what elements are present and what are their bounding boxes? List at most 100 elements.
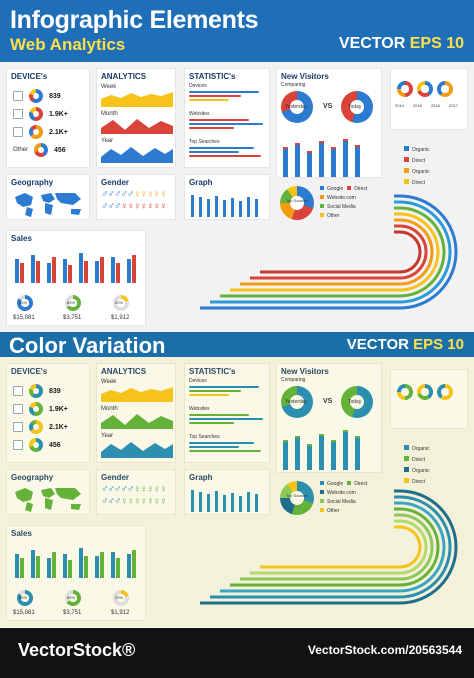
graph-bars <box>191 490 258 512</box>
legend-item: Organic <box>404 168 430 175</box>
top-sources-legend: Google Direct Website.com Social Media O… <box>320 186 400 219</box>
sales-percent: 85% <box>19 300 28 305</box>
stat-bar <box>189 155 261 157</box>
area-chart-week <box>101 387 173 402</box>
legend-item: Organic <box>404 467 430 474</box>
year-label: 2014 <box>395 103 404 108</box>
sales-percent-ring <box>65 590 81 606</box>
legend-right: Organic Direct Organic Direct <box>404 445 430 485</box>
stat-bar <box>189 147 254 149</box>
top-sources-label: Top Sources <box>286 198 309 203</box>
statistics-title: STATISTIC's <box>189 72 236 81</box>
area-chart-year <box>101 147 173 163</box>
device-donut <box>29 402 43 416</box>
statistics-title: STATISTIC's <box>189 367 236 376</box>
stat-bar <box>189 119 249 121</box>
gender-people-icons: ♂♂♂♂♂♀♀♀♀♀ ♂♂♂♀♀♀♀♀♀♀ <box>101 484 167 507</box>
geography-card: Geography <box>6 174 90 220</box>
graph-card: Graph <box>184 469 270 515</box>
badge-vector: VECTOR <box>346 336 409 353</box>
stat-devices-label: Devices <box>189 378 207 384</box>
analytics-card: ANALYTICS Week Month Year <box>96 363 176 463</box>
stat-bar <box>189 91 259 93</box>
sales-card: Sales 85% $15,081 65% $3,751 20% $1,912 <box>6 230 146 326</box>
desktop-icon <box>13 91 23 101</box>
sales-percent: 65% <box>67 595 76 600</box>
yesterday-donut <box>281 91 313 123</box>
device-other-label: Other <box>13 147 29 153</box>
sales-percent-ring <box>65 295 81 311</box>
device-row: Other 456 <box>13 143 66 157</box>
devices-card: DEVICE's 839 1.9K+ 2.1K+ Other 456 <box>6 68 90 168</box>
graph-bars <box>191 195 258 217</box>
rainbow-bars-arc <box>200 194 458 310</box>
visitors-card: New Visitors Comparing Yesterday VS Toda… <box>276 68 382 178</box>
geography-title: Geography <box>11 178 54 187</box>
area-chart-year <box>101 442 173 458</box>
analytics-week-label: Week <box>101 84 117 90</box>
year-label: 2017 <box>449 103 458 108</box>
year-donut <box>397 384 413 400</box>
year-donut <box>417 81 433 97</box>
statistics-card: STATISTIC's Devices Websites Top Searche… <box>184 363 270 463</box>
today-donut <box>341 386 373 418</box>
visitors-bar-chart <box>283 139 360 177</box>
badge-eps: EPS 10 <box>413 336 464 353</box>
footer-brand[interactable]: VectorStock® <box>18 640 136 660</box>
analytics-year-label: Year <box>101 433 114 439</box>
today-label: Today <box>348 104 362 110</box>
analytics-week-label: Week <box>101 379 117 385</box>
section-color-variation: DEVICE's 839 1.9K+ 2.1K+ 456 ANALYTICS W… <box>0 357 474 627</box>
vector-badge-2: VECTOR EPS 10 <box>347 336 464 353</box>
device-value: 839 <box>49 387 61 395</box>
stat-bar <box>189 414 249 416</box>
footer-bar <box>0 628 474 678</box>
stat-bar <box>189 418 263 420</box>
devices-card: DEVICE's 839 1.9K+ 2.1K+ 456 <box>6 363 90 463</box>
stat-searches-label: Top Searches <box>189 139 220 145</box>
top-sources-donut <box>280 481 314 515</box>
stat-bar <box>189 442 254 444</box>
sales-amount: $3,751 <box>63 315 82 321</box>
sales-percent-ring <box>113 295 129 311</box>
phone-icon <box>13 440 23 450</box>
vs-label: VS <box>323 103 333 110</box>
sales-title: Sales <box>11 234 32 243</box>
stat-bar <box>189 123 263 125</box>
yearly-donuts-card: 2014 2015 2016 2017 <box>390 68 468 130</box>
device-value: 1.9K+ <box>49 405 68 413</box>
device-value: 456 <box>49 441 61 449</box>
visitors-sub: Comparing <box>281 82 306 88</box>
stat-searches-label: Top Searches <box>189 434 220 440</box>
device-donut <box>29 438 43 452</box>
analytics-card: ANALYTICS Week Month Year <box>96 68 176 168</box>
visitors-bar-chart <box>283 430 360 470</box>
visitors-card: New Visitors Comparing Yesterday VS Toda… <box>276 363 382 473</box>
geography-card: Geography <box>6 469 90 515</box>
sales-percent-ring <box>17 295 33 311</box>
color-variation-title: Color Variation <box>9 333 166 358</box>
gender-card: Gender ♂♂♂♂♂♀♀♀♀♀ ♂♂♂♀♀♀♀♀♀♀ <box>96 174 176 220</box>
sales-percent-ring <box>17 590 33 606</box>
gender-people-icons: ♂♂♂♂♂♀♀♀♀♀ ♂♂♂♀♀♀♀♀♀♀ <box>101 189 167 212</box>
device-row: 839 <box>13 89 61 103</box>
footer-image-id[interactable]: VectorStock.com/20563544 <box>307 643 462 657</box>
device-row: 456 <box>13 438 61 452</box>
tablet-icon <box>13 422 23 432</box>
sales-card: Sales 85% $15,081 65% $3,751 20% $1,912 <box>6 525 146 621</box>
device-value: 456 <box>54 146 66 154</box>
year-label: 2016 <box>431 103 440 108</box>
device-donut <box>29 89 43 103</box>
stat-devices-label: Devices <box>189 83 207 89</box>
device-row: 2.1K+ <box>13 420 68 434</box>
today-label: Today <box>348 399 362 405</box>
year-label: 2015 <box>413 103 422 108</box>
badge-eps: EPS 10 <box>409 35 464 52</box>
top-banner <box>0 0 474 62</box>
statistics-card: STATISTIC's Devices Websites Top Searche… <box>184 68 270 168</box>
top-sources-legend: Google Direct Website.com Social Media O… <box>320 481 400 514</box>
sales-title: Sales <box>11 529 32 538</box>
stat-bar <box>189 422 234 424</box>
device-value: 839 <box>49 92 61 100</box>
stat-bar <box>189 390 241 392</box>
